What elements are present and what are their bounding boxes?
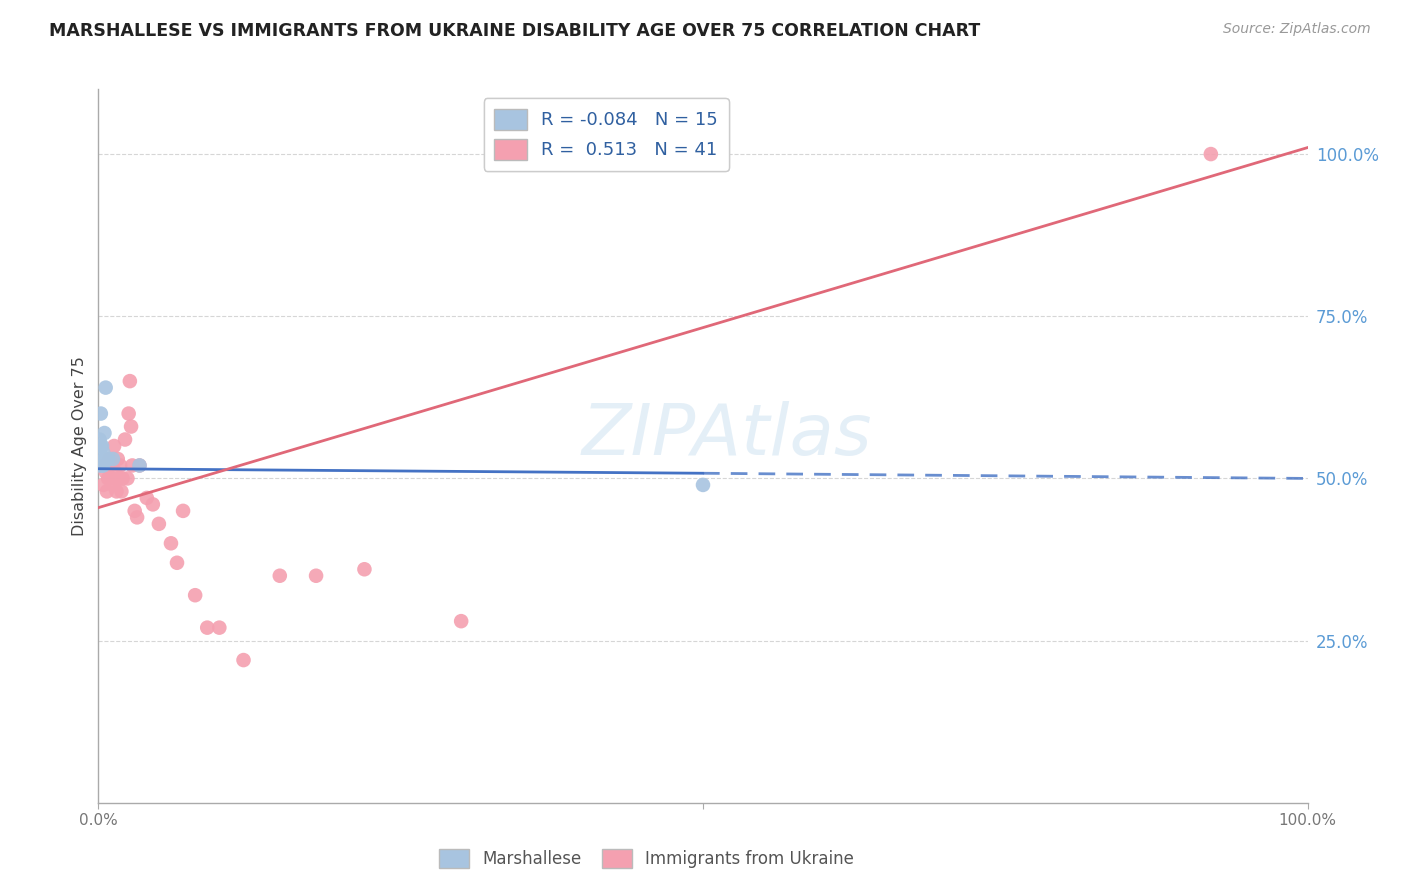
Point xyxy=(105,484,128,499)
Point xyxy=(91,458,114,473)
Point xyxy=(107,452,129,467)
Point xyxy=(172,504,194,518)
Point xyxy=(128,458,150,473)
Point xyxy=(305,568,328,582)
Point xyxy=(101,478,124,492)
Point xyxy=(208,621,231,635)
Point xyxy=(103,439,125,453)
Point xyxy=(100,458,122,473)
Point xyxy=(110,484,132,499)
Text: Source: ZipAtlas.com: Source: ZipAtlas.com xyxy=(1223,22,1371,37)
Point xyxy=(127,510,149,524)
Point xyxy=(108,458,131,473)
Point xyxy=(184,588,207,602)
Text: ZIPAtlas: ZIPAtlas xyxy=(582,401,873,470)
Point xyxy=(118,407,141,421)
Point xyxy=(114,433,136,447)
Point xyxy=(93,452,115,467)
Point xyxy=(91,458,114,473)
Point xyxy=(692,478,714,492)
Point xyxy=(111,471,134,485)
Point xyxy=(232,653,254,667)
Point xyxy=(121,458,143,473)
Point xyxy=(91,445,114,459)
Point xyxy=(89,433,111,447)
Point xyxy=(94,381,117,395)
Point xyxy=(100,471,122,485)
Point xyxy=(91,478,114,492)
Point xyxy=(269,568,291,582)
Point xyxy=(353,562,375,576)
Text: MARSHALLESE VS IMMIGRANTS FROM UKRAINE DISABILITY AGE OVER 75 CORRELATION CHART: MARSHALLESE VS IMMIGRANTS FROM UKRAINE D… xyxy=(49,22,980,40)
Point xyxy=(93,458,115,473)
Point xyxy=(104,465,127,479)
Point xyxy=(97,452,120,467)
Point xyxy=(166,556,188,570)
Point xyxy=(90,439,112,453)
Point xyxy=(118,374,141,388)
Point xyxy=(148,516,170,531)
Y-axis label: Disability Age Over 75: Disability Age Over 75 xyxy=(72,356,87,536)
Point xyxy=(108,471,131,485)
Point xyxy=(450,614,472,628)
Point xyxy=(1199,147,1222,161)
Point xyxy=(89,458,111,473)
Point xyxy=(135,491,157,505)
Point xyxy=(124,504,146,518)
Point xyxy=(98,452,121,467)
Point xyxy=(117,471,139,485)
Point xyxy=(128,458,150,473)
Legend: R = -0.084   N = 15, R =  0.513   N = 41: R = -0.084 N = 15, R = 0.513 N = 41 xyxy=(484,98,728,170)
Point xyxy=(96,484,118,499)
Point xyxy=(142,497,165,511)
Point xyxy=(94,465,117,479)
Point xyxy=(120,419,142,434)
Point xyxy=(93,425,115,440)
Point xyxy=(195,621,218,635)
Point xyxy=(101,452,124,467)
Point xyxy=(160,536,183,550)
Point xyxy=(91,439,114,453)
Point xyxy=(90,407,112,421)
Legend: Marshallese, Immigrants from Ukraine: Marshallese, Immigrants from Ukraine xyxy=(433,842,860,875)
Point xyxy=(97,471,120,485)
